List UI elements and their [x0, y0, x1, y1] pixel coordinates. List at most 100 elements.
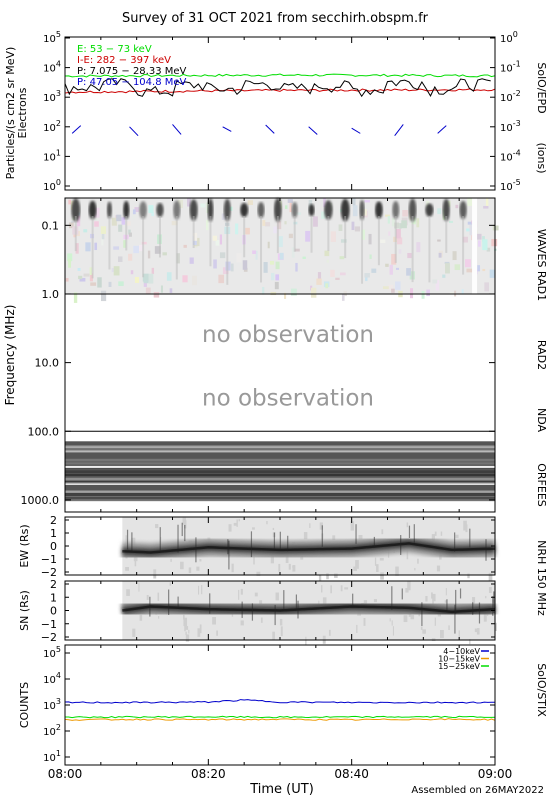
spectrogram-pixel	[426, 289, 430, 297]
nrh-noise	[125, 566, 129, 571]
spectrogram-pixel	[206, 202, 209, 214]
spectrogram-band	[65, 479, 495, 483]
spectrogram-pixel	[132, 211, 136, 220]
spectrogram-pixel	[255, 250, 258, 260]
nrh-noise	[280, 626, 283, 637]
spectrogram-pixel	[89, 273, 93, 282]
nrh-spike	[209, 593, 211, 614]
nrh-spike	[227, 539, 229, 555]
radio-burst	[156, 202, 164, 218]
y2-tick-label: 10-2	[500, 89, 521, 104]
nrh-spike	[177, 524, 179, 553]
y2-tick-label: 10-5	[500, 178, 521, 193]
spectrogram-pixel	[100, 290, 107, 302]
nrh-spike	[408, 525, 411, 539]
spectrogram-pixel	[401, 220, 407, 229]
nrh-spike	[228, 540, 230, 570]
spectrogram-pixel	[391, 218, 396, 227]
legend-entry: 4−10keV	[443, 647, 480, 656]
nrh-spike	[295, 594, 297, 611]
nrh-noise	[155, 524, 159, 529]
spectrogram-pixel	[338, 224, 343, 231]
y-tick-label: 104	[43, 671, 61, 686]
nrh-noise	[395, 566, 399, 576]
y-tick-label: −1	[41, 553, 57, 566]
nrh-noise	[309, 523, 311, 529]
spectrogram-band	[65, 490, 495, 493]
spectrogram-pixel	[489, 269, 496, 278]
nrh-noise	[285, 554, 289, 564]
instrument-label: ORFEES	[535, 463, 548, 507]
spectrogram-pixel	[467, 221, 473, 225]
spectrogram-pixel	[83, 273, 90, 277]
nrh-spike	[149, 596, 151, 617]
nrh-noise	[197, 585, 200, 595]
y2-tick-label: 100	[500, 30, 518, 45]
nrh-spike	[446, 599, 448, 611]
nrh-noise	[455, 534, 459, 538]
spectrogram-pixel	[218, 274, 225, 284]
spectrogram-pixel	[262, 286, 265, 295]
y-tick-label: 2	[50, 578, 57, 591]
spectrogram-pixel	[271, 272, 275, 281]
nrh-spike	[421, 602, 423, 627]
spectrogram-pixel	[263, 262, 268, 273]
radio-burst	[240, 202, 249, 218]
spectrogram-pixel	[68, 222, 74, 229]
spectrogram-pixel	[275, 261, 280, 270]
spectrogram-pixel	[183, 244, 187, 248]
nrh-spike	[279, 531, 281, 550]
spectrogram-band	[65, 482, 495, 484]
spectrogram-pixel	[380, 239, 386, 243]
nrh-noise	[439, 630, 444, 639]
nrh-noise	[469, 639, 471, 645]
nrh-spike	[251, 603, 254, 621]
spectrogram-pixel	[171, 221, 178, 226]
nrh-noise	[146, 594, 149, 600]
nrh-noise	[182, 517, 186, 525]
spectrogram-pixel	[437, 239, 441, 242]
nrh-spike	[478, 602, 481, 624]
spectrogram-pixel	[395, 281, 401, 290]
x-tick-label: 09:00	[478, 767, 513, 781]
nrh-noise	[231, 563, 234, 573]
spectrogram-pixel	[219, 252, 226, 259]
spectrogram-pixel	[364, 273, 370, 278]
spectrogram-pixel	[117, 256, 123, 262]
spectrogram-pixel	[65, 278, 69, 282]
spectrogram-pixel	[194, 244, 198, 248]
spectrogram-pixel	[330, 231, 336, 242]
nrh-noise	[391, 620, 393, 626]
radio-burst	[359, 199, 365, 221]
y-tick-label: 0	[50, 605, 57, 618]
spectrogram-pixel	[284, 221, 287, 225]
spectrogram-pixel	[485, 198, 489, 207]
spectrogram-pixel	[339, 256, 345, 260]
spectrogram-pixel	[396, 228, 401, 239]
spectrogram-band	[65, 473, 495, 476]
burst-trail	[175, 216, 178, 280]
spectrogram-pixel	[200, 203, 206, 208]
nrh-noise	[445, 588, 447, 596]
y2-tick-label: 10-4	[500, 148, 521, 163]
burst-trail	[344, 216, 347, 259]
y-tick-label: 105	[43, 645, 61, 660]
nrh-noise	[432, 593, 436, 602]
radio-burst	[223, 198, 231, 222]
burst-trail	[209, 216, 212, 267]
spectrogram-pixel	[245, 227, 250, 235]
legend-entry: E: 53 − 73 keV	[77, 44, 152, 55]
radio-burst	[324, 200, 333, 220]
nrh-spike	[126, 529, 129, 550]
spectrogram-pixel	[169, 288, 173, 293]
spectrogram-pixel	[341, 293, 345, 301]
burst-trail	[74, 216, 77, 252]
spectrogram-pixel	[452, 251, 457, 261]
spectrogram-pixel	[354, 226, 361, 232]
y-tick-label: 0	[50, 540, 57, 553]
y-tick-label: 102	[43, 723, 61, 738]
nrh-noise	[252, 527, 255, 530]
data-gap	[472, 198, 478, 294]
nrh-spike	[181, 522, 183, 537]
nrh-noise	[420, 626, 423, 630]
